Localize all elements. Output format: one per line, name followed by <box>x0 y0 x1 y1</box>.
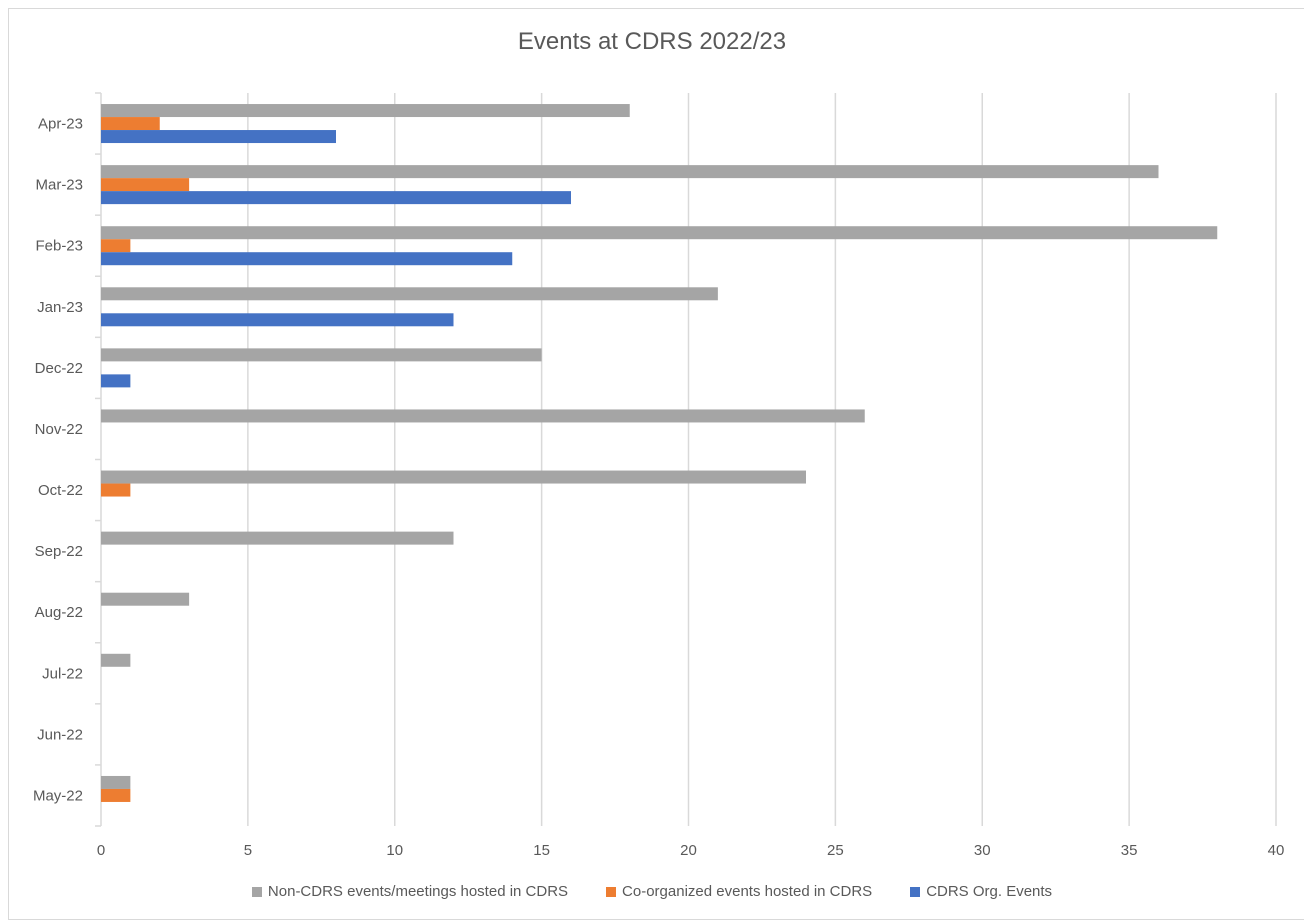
y-category-label: Jun-22 <box>37 726 83 743</box>
legend-label-cdrs-org: CDRS Org. Events <box>926 883 1053 900</box>
bar-co-organized <box>101 483 131 497</box>
bar-non-cdrs <box>101 775 131 789</box>
y-category-label: Jul-22 <box>42 665 83 682</box>
x-tick-label: 40 <box>1268 842 1285 859</box>
bar-co-organized <box>101 788 131 802</box>
bar-non-cdrs <box>101 592 190 606</box>
bar-non-cdrs <box>101 104 630 118</box>
chart-title: Events at CDRS 2022/23 <box>517 28 787 55</box>
legend-swatch-cdrs-org <box>910 886 921 897</box>
y-category-label: Mar-23 <box>35 177 83 194</box>
bar-co-organized <box>101 239 131 253</box>
legend-swatch-co-organized <box>606 886 617 897</box>
legend-label-co-organized: Co-organized events hosted in CDRS <box>622 883 873 900</box>
x-tick-label: 20 <box>680 842 697 859</box>
legend-label-non-cdrs: Non-CDRS events/meetings hosted in CDRS <box>267 883 569 900</box>
bar-non-cdrs <box>101 348 542 362</box>
bar-co-organized <box>101 178 190 192</box>
x-tick-label: 10 <box>386 842 403 859</box>
x-tick-label: 0 <box>97 842 105 859</box>
legend-item-co-organized: Co-organized events hosted in CDRS <box>606 883 872 900</box>
y-category-label: Sep-22 <box>35 543 83 560</box>
bar-non-cdrs <box>101 531 454 545</box>
y-category-label: Feb-23 <box>35 238 83 255</box>
legend-swatch-non-cdrs <box>251 886 262 897</box>
bar-non-cdrs <box>101 409 865 423</box>
bar-non-cdrs <box>101 287 718 301</box>
bar-cdrs-org <box>101 374 131 388</box>
bar-non-cdrs <box>101 470 806 484</box>
x-tick-label: 30 <box>974 842 991 859</box>
bar-non-cdrs <box>101 653 131 667</box>
bar-cdrs-org <box>101 252 513 266</box>
legend: Non-CDRS events/meetings hosted in CDRS … <box>0 883 1304 900</box>
x-tick-label: 15 <box>533 842 550 859</box>
bar-non-cdrs <box>101 165 1159 179</box>
bar-co-organized <box>101 117 160 131</box>
legend-item-cdrs-org: CDRS Org. Events <box>910 883 1052 900</box>
bar-cdrs-org <box>101 313 454 327</box>
y-category-label: Aug-22 <box>35 604 83 621</box>
y-category-label: Dec-22 <box>35 360 83 377</box>
x-tick-label: 35 <box>1121 842 1138 859</box>
chart-frame <box>8 8 1304 920</box>
y-category-label: Apr-23 <box>38 116 83 133</box>
x-tick-label: 25 <box>827 842 844 859</box>
legend-item-non-cdrs: Non-CDRS events/meetings hosted in CDRS <box>251 883 569 900</box>
y-category-label: Oct-22 <box>38 482 83 499</box>
bar-cdrs-org <box>101 130 336 144</box>
y-category-label: May-22 <box>33 787 83 804</box>
bar-non-cdrs <box>101 226 1218 240</box>
x-tick-label: 5 <box>244 842 252 859</box>
bar-cdrs-org <box>101 191 571 205</box>
y-category-label: Jan-23 <box>37 299 83 316</box>
y-category-label: Nov-22 <box>35 421 83 438</box>
